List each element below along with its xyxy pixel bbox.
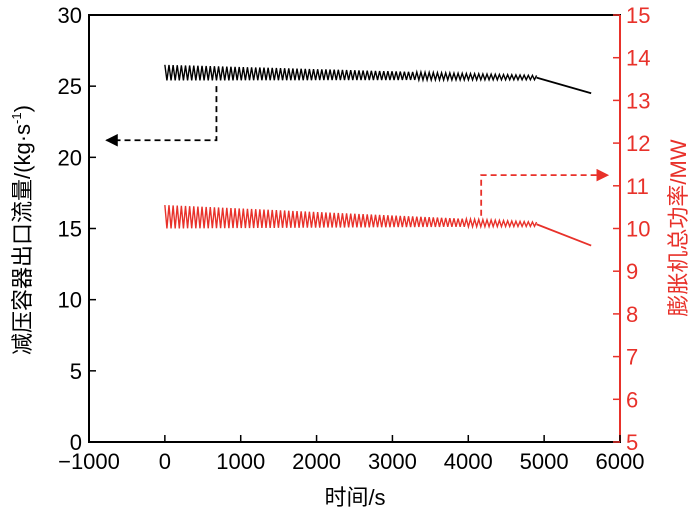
y-left-axis-label-main: 减压容器出口流量/(kg·s xyxy=(10,124,35,355)
x-tick-label: 3000 xyxy=(368,449,417,474)
annotation-layer xyxy=(105,86,610,216)
series-0-tail xyxy=(536,76,592,95)
x-axis-ticks: −1000 0 1000 2000 3000 4000 5000 6000 xyxy=(58,435,644,474)
y-left-tick-label: 5 xyxy=(70,359,82,384)
y-right-axis-ticks: 5 6 7 8 9 10 11 12 13 14 15 xyxy=(613,3,650,455)
y-left-axis-ticks: 0 5 10 15 20 25 30 xyxy=(58,3,96,455)
x-tick-label: 6000 xyxy=(596,449,645,474)
y-left-tick-label: 0 xyxy=(70,430,82,455)
x-tick-label: −1000 xyxy=(58,449,120,474)
y-left-axis-label-sup: -1 xyxy=(9,112,24,124)
x-tick-label: 2000 xyxy=(292,449,341,474)
x-axis-label: 时间/s xyxy=(324,485,385,510)
y-right-tick-label: 10 xyxy=(626,217,650,242)
annotation-arrow-1 xyxy=(480,168,610,216)
y-left-axis-label-tail: ) xyxy=(10,105,35,112)
y-right-tick-label: 5 xyxy=(626,430,638,455)
y-right-axis-label: 膨胀机总功率/MW xyxy=(666,139,691,316)
y-right-tick-label: 7 xyxy=(626,345,638,370)
y-right-tick-label: 11 xyxy=(626,174,649,199)
y-right-tick-label: 12 xyxy=(626,131,650,156)
series-0-oscillation xyxy=(164,64,538,83)
y-right-tick-label: 15 xyxy=(626,3,650,28)
x-tick-label: 1000 xyxy=(216,449,265,474)
y-right-tick-label: 13 xyxy=(626,88,650,113)
y-left-tick-label: 25 xyxy=(58,74,82,99)
series-1-oscillation xyxy=(164,204,538,230)
y-right-tick-label: 9 xyxy=(626,259,638,284)
series-layer xyxy=(164,64,592,247)
x-tick-label: 0 xyxy=(159,449,171,474)
series-1-tail xyxy=(536,223,592,247)
y-left-tick-label: 10 xyxy=(58,288,82,313)
y-right-tick-label: 8 xyxy=(626,302,638,327)
y-left-tick-label: 15 xyxy=(58,217,82,242)
y-right-tick-label: 14 xyxy=(626,46,650,71)
y-right-tick-label: 6 xyxy=(626,387,638,412)
x-tick-label: 5000 xyxy=(520,449,569,474)
annotation-arrow-0 xyxy=(105,86,218,147)
y-left-tick-label: 30 xyxy=(58,3,82,28)
y-left-axis-label: 减压容器出口流量/(kg·s-1) xyxy=(9,105,35,355)
y-left-tick-label: 20 xyxy=(58,145,82,170)
x-tick-label: 4000 xyxy=(444,449,493,474)
